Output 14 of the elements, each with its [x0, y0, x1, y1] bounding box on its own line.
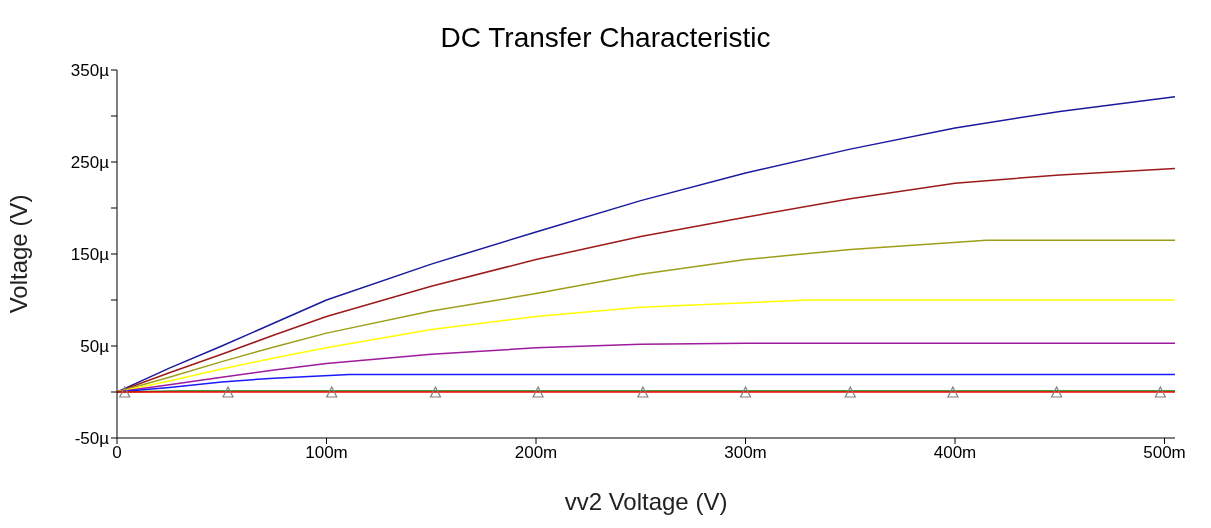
- y-tick-label: 50µ: [80, 337, 110, 357]
- y-tick-label: 250µ: [70, 153, 110, 173]
- x-tick-label: 200m: [514, 443, 558, 463]
- x-tick-label: 300m: [724, 443, 767, 463]
- x-axis-title: vv2 Voltage (V): [564, 488, 728, 515]
- x-tick-label: 100m: [305, 443, 348, 463]
- y-tick-label: -50µ: [74, 429, 110, 449]
- y-tick-label: 150µ: [70, 245, 110, 265]
- y-axis-title: Voltage (V): [4, 194, 32, 314]
- x-tick-label: 500m: [1143, 443, 1186, 463]
- y-tick-label: 350µ: [70, 61, 110, 81]
- x-tick-label: 400m: [933, 443, 977, 463]
- x-tick-label: 0: [112, 443, 122, 463]
- chart-title: DC Transfer Characteristic: [439, 21, 772, 55]
